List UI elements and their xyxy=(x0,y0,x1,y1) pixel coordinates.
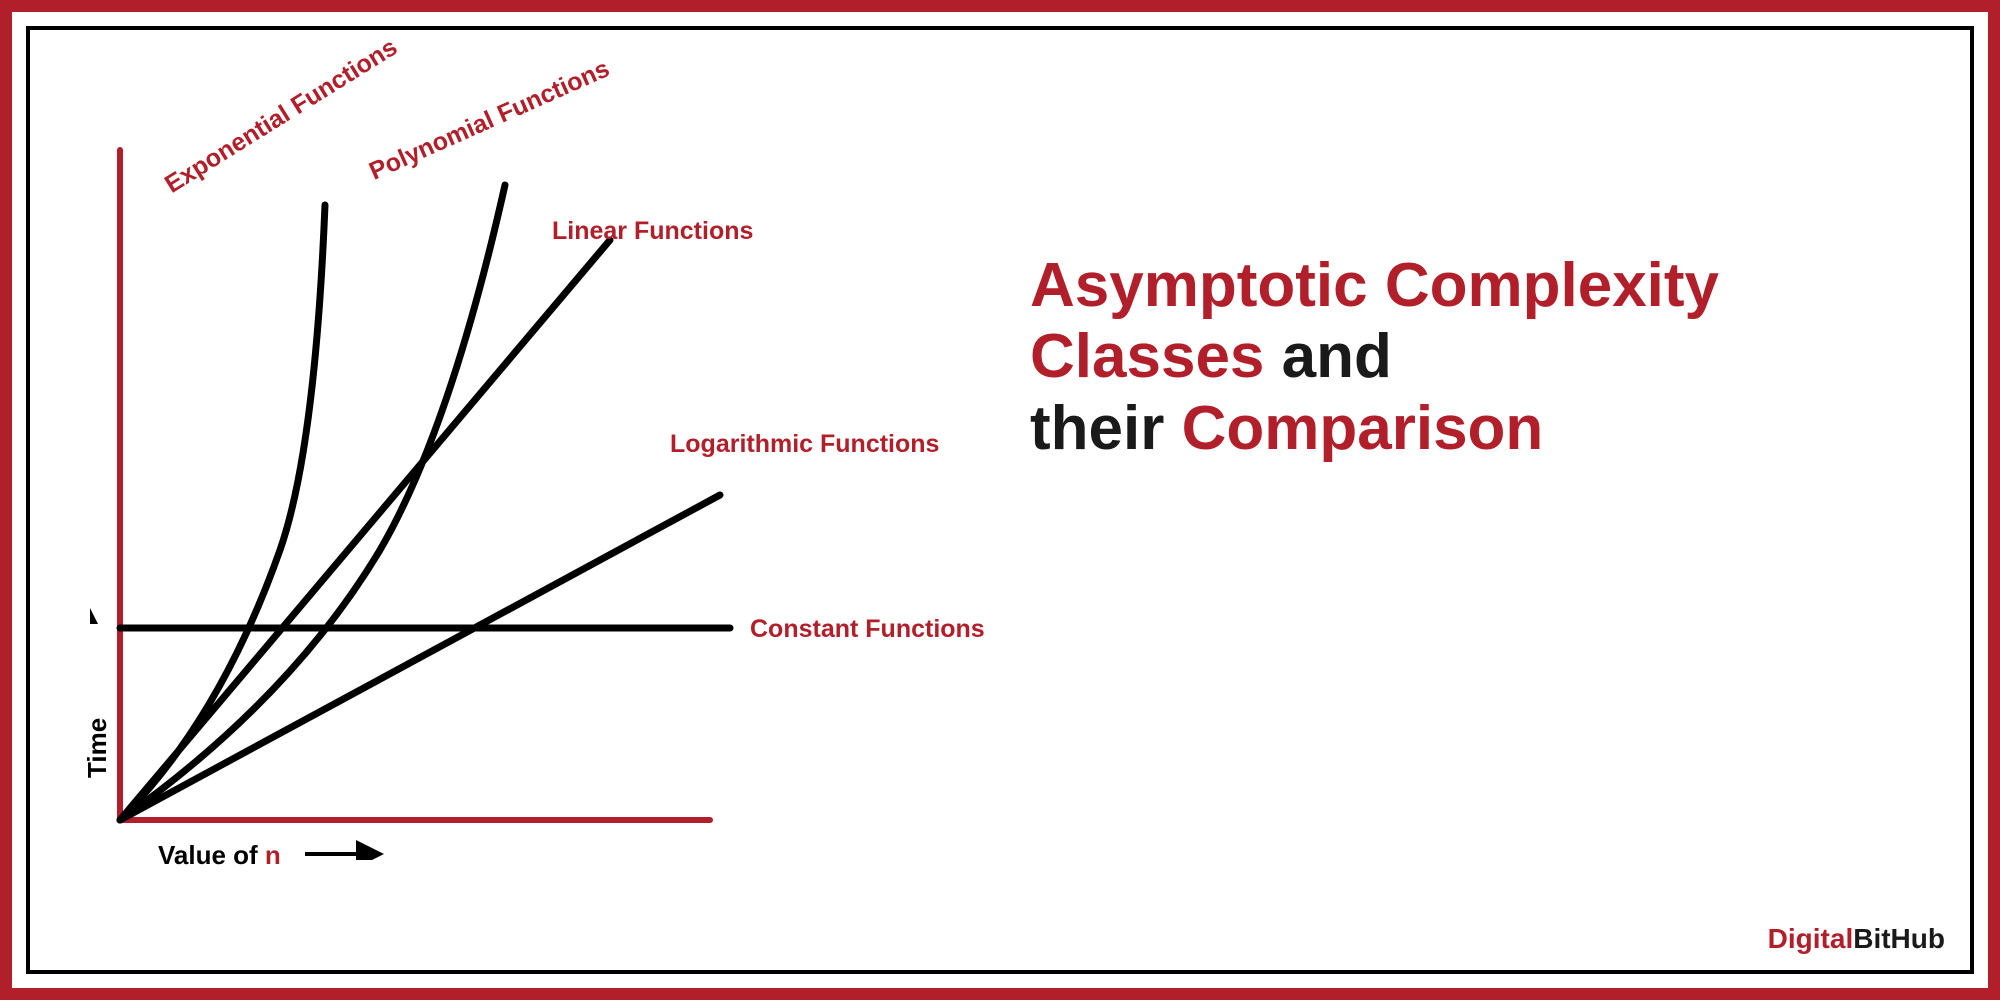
page-title: Asymptotic Complexity Classes and their … xyxy=(1030,250,1930,464)
chart-svg xyxy=(90,120,990,860)
watermark-part-1: Digital xyxy=(1768,923,1854,954)
x-axis-label: Value of n xyxy=(158,840,281,871)
watermark-part-2: BitHub xyxy=(1853,923,1945,954)
title-part-1: Asymptotic Complexity xyxy=(1030,251,1719,320)
label-linear: Linear Functions xyxy=(552,217,753,246)
x-axis-variable: n xyxy=(265,840,281,870)
title-part-5: Comparison xyxy=(1182,394,1544,463)
title-part-3: and xyxy=(1264,322,1391,391)
label-constant: Constant Functions xyxy=(750,615,985,644)
curve-polynomial xyxy=(120,185,505,820)
complexity-chart: Exponential Functions Polynomial Functio… xyxy=(90,120,990,860)
y-axis-label: Time xyxy=(82,718,113,778)
label-logarithmic: Logarithmic Functions xyxy=(670,430,939,459)
watermark: DigitalBitHub xyxy=(1768,923,1945,955)
title-part-4: their xyxy=(1030,394,1182,463)
y-axis-text: Time xyxy=(82,718,112,778)
x-axis-prefix: Value of xyxy=(158,840,265,870)
curve-logarithmic xyxy=(120,495,720,820)
title-part-2: Classes xyxy=(1030,322,1264,391)
